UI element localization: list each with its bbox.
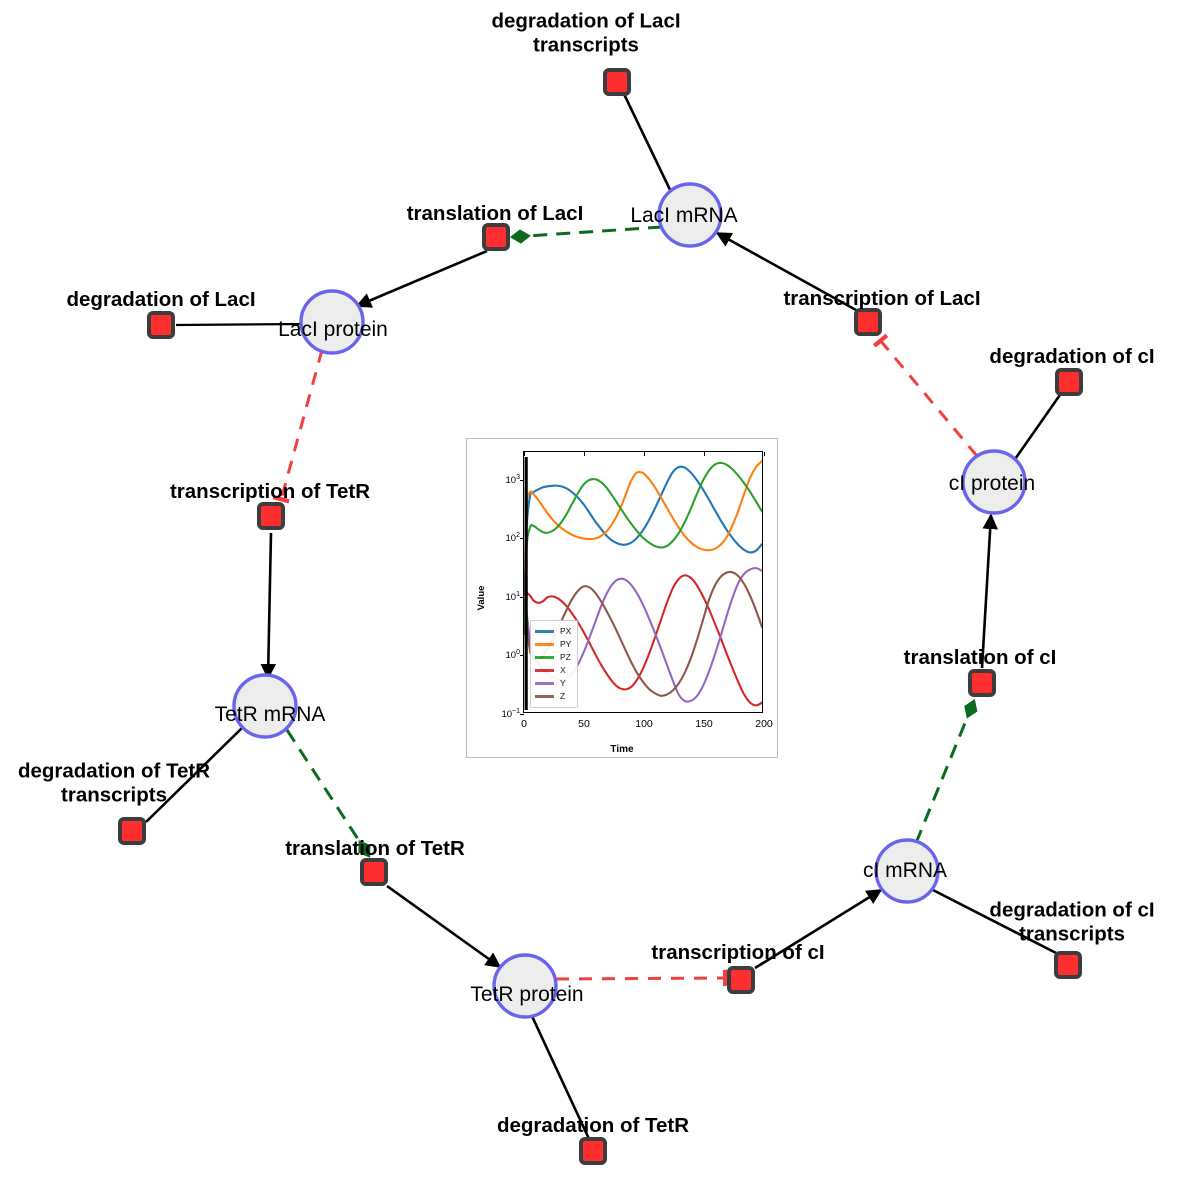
edge-laci-mrna-to-translation-laci [509,225,663,244]
edge-ci-protein-to-transcription-laci [872,333,979,457]
legend-swatch-pz [535,656,554,659]
legend-swatch-px [535,630,554,633]
plot-ytick-mark-1 [520,655,524,657]
species-nodes-layer [232,182,1027,1019]
inset-timeseries-plot: Value Time 10−1 100 101 102 103 0 50 100 150 200… [466,438,778,758]
plot-ytick-3: 102 [505,532,520,545]
edge-transcription-tetr-to-tetr-mrna [260,532,277,680]
reaction-node-deg-tetr-transcripts[interactable] [118,817,146,845]
plot-ytick-2: 101 [505,590,520,604]
legend-item-pz[interactable]: PZ [535,651,571,664]
edge-ci-mrna-to-deg-ci-transcripts [928,886,1061,957]
plot-ytick-1: 100 [505,649,520,662]
edge-translation-laci-to-laci-protein [355,249,488,308]
species-node-ci-mrna[interactable] [874,838,940,904]
plot-xtick-2: 100 [635,718,653,730]
species-node-laci-mrna[interactable] [657,182,723,248]
plot-ytick-4: 103 [505,473,520,486]
edge-translation-tetr-to-tetr-protein [386,884,502,969]
edge-tetr-mrna-to-deg-tetr-transcripts [145,727,243,823]
plot-series-py [524,459,762,632]
legend-label-y: Y [560,678,566,689]
edges-layer [145,93,1064,1142]
plot-ytick-mark-0 [520,714,524,715]
plot-series-pz [524,461,762,636]
plot-xtick-0: 0 [521,718,527,730]
plot-axes-frame: 10−1 100 101 102 103 0 50 100 150 200 PX PY PZ X Y Z [501,451,773,730]
plot-x-axis-label: Time [610,744,634,755]
reaction-node-translation-ci[interactable] [968,669,996,697]
edge-ci-mrna-to-translation-ci [914,699,978,844]
edge-translation-ci-to-ci-protein [980,513,998,669]
reaction-node-translation-laci[interactable] [482,223,510,251]
legend-swatch-z [535,695,554,698]
plot-xtick-mark-3 [704,452,705,456]
species-node-ci-protein[interactable] [961,449,1027,515]
legend-item-z[interactable]: Z [535,690,571,703]
edge-laci-protein-to-transcription-tetr [272,349,324,504]
reaction-node-translation-tetr[interactable] [360,858,388,886]
plot-ytick-mark-2 [520,596,524,598]
plot-xtick-mark-4 [764,452,765,456]
legend-label-py: PY [560,639,572,650]
plot-series-px [524,465,762,632]
plot-xtick-mark-0 [524,452,525,456]
species-node-tetr-protein[interactable] [492,953,558,1019]
edge-laci-protein-to-deg-laci [175,322,306,327]
reaction-node-deg-tetr[interactable] [579,1137,607,1165]
plot-curves-svg [524,456,762,711]
edge-tetr-protein-to-transcription-ci [555,969,728,987]
legend-item-py[interactable]: PY [535,638,571,651]
plot-xtick-4: 200 [755,718,773,730]
reaction-node-deg-laci[interactable] [147,311,175,339]
plot-legend: PX PY PZ X Y Z [530,620,579,708]
plot-ytick-0: 10−1 [501,707,520,721]
reaction-node-transcription-ci[interactable] [727,966,755,994]
edge-ci-protein-to-deg-ci [1011,391,1064,463]
legend-swatch-y [535,682,554,685]
edge-transcription-laci-to-laci-mrna [715,231,857,312]
edge-laci-mrna-to-deg-laci-transcripts [622,93,675,197]
plot-xtick-1: 50 [578,718,590,730]
reaction-node-transcription-laci[interactable] [854,308,882,336]
plot-xtick-mark-2 [644,452,645,456]
plot-xtick-3: 150 [695,718,713,730]
legend-item-y[interactable]: Y [535,677,571,690]
legend-label-pz: PZ [560,652,571,663]
reaction-node-transcription-tetr[interactable] [257,502,285,530]
legend-item-px[interactable]: PX [535,625,571,638]
legend-item-x[interactable]: X [535,664,571,677]
plot-ytick-mark-3 [520,538,524,540]
reaction-node-deg-ci-transcripts[interactable] [1054,951,1082,979]
reaction-node-deg-ci[interactable] [1055,368,1083,396]
legend-label-x: X [560,665,566,676]
edge-tetr-protein-to-deg-tetr [529,1013,592,1142]
legend-swatch-x [535,669,554,672]
species-node-laci-protein[interactable] [299,289,365,355]
legend-swatch-py [535,643,554,646]
legend-label-z: Z [560,691,566,702]
reaction-node-deg-laci-transcripts[interactable] [603,68,631,96]
edge-transcription-ci-to-ci-mrna [754,888,883,970]
species-node-tetr-mrna[interactable] [232,673,298,739]
legend-label-px: PX [560,626,572,637]
edge-tetr-mrna-to-translation-tetr [285,729,371,858]
plot-xtick-mark-1 [584,452,585,456]
plot-y-axis-label: Value [475,585,487,611]
reaction-nodes-layer [118,68,1083,1165]
plot-ytick-mark-4 [520,479,524,481]
